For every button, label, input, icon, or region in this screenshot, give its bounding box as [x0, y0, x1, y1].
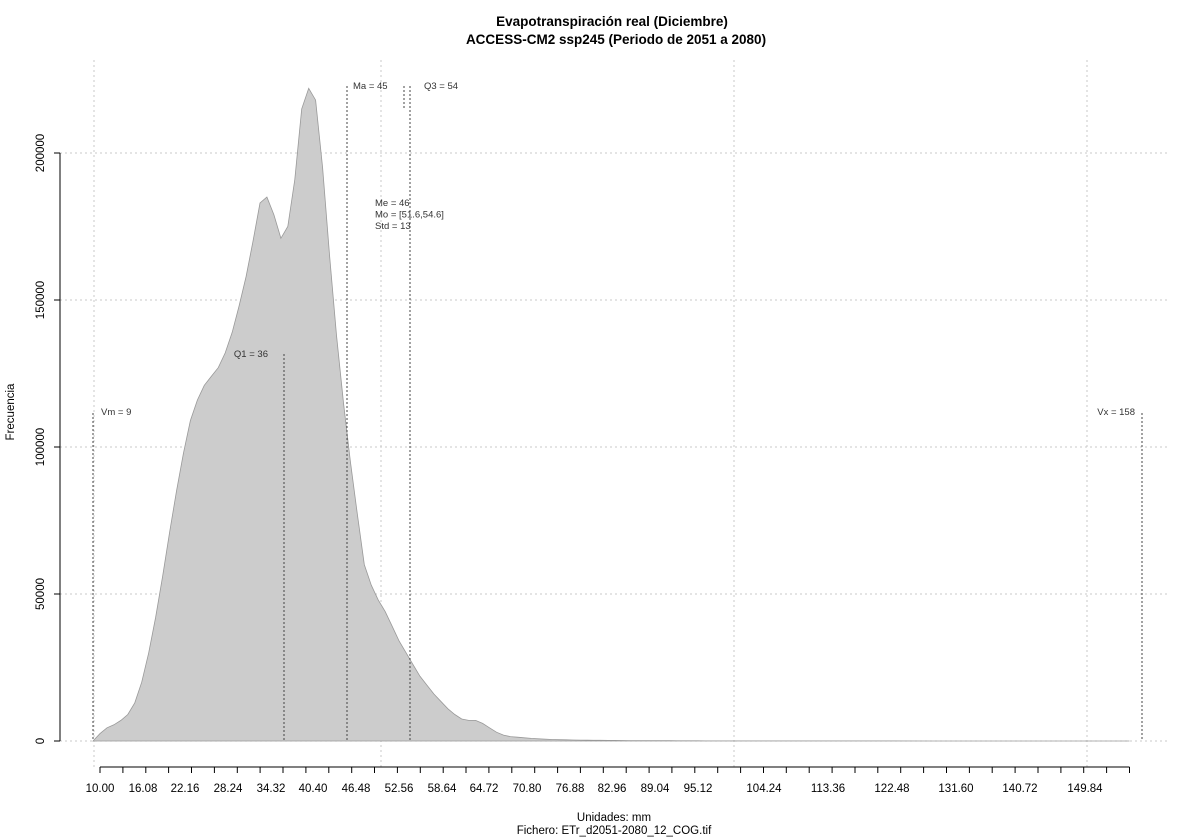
y-axis-label: Frecuencia — [5, 383, 17, 440]
x-tick-label-4: 34.32 — [257, 783, 286, 795]
x-axis-label: Unidades: mm — [577, 812, 651, 824]
stat-label-1: Mo = [51.6,54.6] — [375, 210, 444, 221]
x-tick-label-5: 40.40 — [299, 783, 328, 795]
x-tick-label-13: 89.04 — [641, 783, 670, 795]
footer-filename: Fichero: ETr_d2051-2080_12_COG.tif — [517, 825, 712, 837]
x-tick-label-10: 70.80 — [513, 783, 542, 795]
marker-mean-label: Ma = 45 — [353, 81, 388, 92]
x-tick-label-0: 10.00 — [86, 783, 115, 795]
marker-q3-label: Q3 = 54 — [424, 81, 458, 92]
chart-title: Evapotranspiración real (Diciembre) — [496, 14, 728, 29]
y-tick-label-2: 100000 — [35, 428, 47, 466]
x-tick-label-3: 28.24 — [214, 783, 243, 795]
x-tick-label-20: 149.84 — [1067, 783, 1103, 795]
y-tick-label-3: 150000 — [35, 281, 47, 319]
marker-q1-label: Q1 = 36 — [234, 349, 268, 360]
x-tick-label-2: 22.16 — [171, 783, 200, 795]
density-area — [92, 87, 1130, 742]
x-tick-label-7: 52.56 — [385, 783, 414, 795]
x-tick-label-8: 58.64 — [428, 783, 457, 795]
x-tick-label-6: 46.48 — [342, 783, 371, 795]
y-tick-label-4: 200000 — [35, 134, 47, 172]
marker-max-label: Vx = 158 — [1097, 407, 1135, 418]
chart-subtitle: ACCESS-CM2 ssp245 (Periodo de 2051 a 208… — [466, 32, 766, 47]
axes: 0 50000 100000 150000 200000 10.00 16.08 22.16 2… — [35, 134, 1130, 795]
x-tick-label-9: 64.72 — [470, 783, 499, 795]
x-tick-label-12: 82.96 — [598, 783, 627, 795]
stat-label-2: Std = 13 — [375, 221, 411, 232]
y-tick-label-1: 50000 — [35, 578, 47, 610]
x-tick-label-15: 104.24 — [746, 783, 782, 795]
x-tick-label-16: 113.36 — [811, 783, 845, 795]
x-tick-label-18: 131.60 — [938, 783, 973, 795]
stat-markers: Vm = 9 Q1 = 36 Ma = 45 Q3 = 54 Vx = 158 Me = … — [92, 81, 1143, 741]
x-tick-label-17: 122.48 — [874, 783, 909, 795]
x-tick-label-11: 76.88 — [556, 783, 585, 795]
x-tick-label-1: 16.08 — [129, 783, 158, 795]
y-tick-label-0: 0 — [35, 738, 47, 744]
x-tick-label-19: 140.72 — [1002, 783, 1037, 795]
stat-label-0: Me = 46 — [375, 198, 410, 209]
marker-min-label: Vm = 9 — [101, 407, 131, 418]
x-tick-label-14: 95.12 — [684, 783, 713, 795]
